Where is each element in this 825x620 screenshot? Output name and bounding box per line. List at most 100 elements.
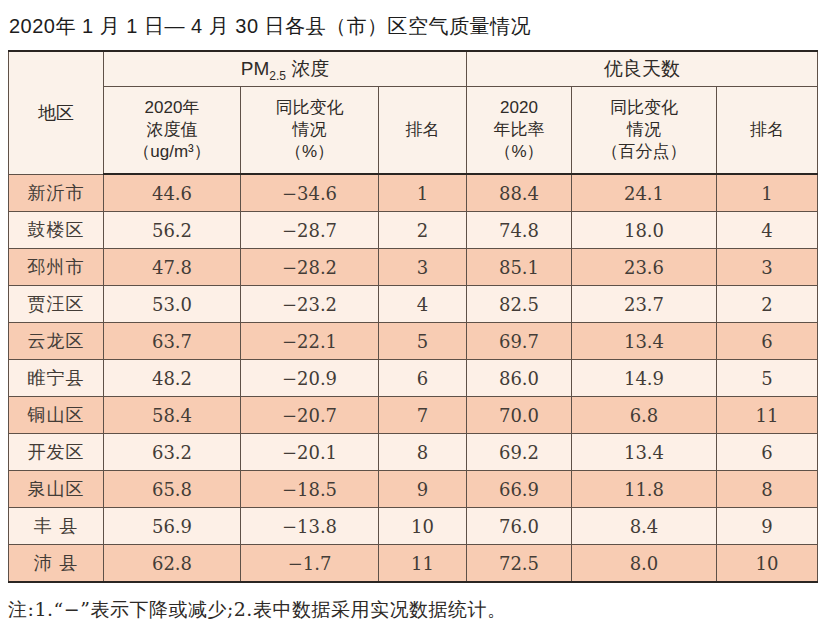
table-row: 铜山区58.4−20.7770.06.811 [9, 397, 818, 434]
good-days-ratio-cell: 86.0 [467, 360, 572, 397]
pm25-label-prefix: PM [241, 58, 270, 79]
region-cell: 开发区 [9, 434, 104, 471]
good-days-ratio-cell: 88.4 [467, 174, 572, 212]
region-cell: 铜山区 [9, 397, 104, 434]
area-column-header: 地区 [9, 51, 104, 174]
pm25-value-cell: 58.4 [104, 397, 241, 434]
pm25-rank-cell: 7 [379, 397, 467, 434]
pm25-value-cell: 65.8 [104, 471, 241, 508]
pm25-rank-cell: 1 [379, 174, 467, 212]
good-days-change-cell: 23.7 [572, 286, 717, 323]
pm25-rank-cell: 8 [379, 434, 467, 471]
pm25-rank-header: 排名 [379, 87, 467, 175]
good-days-group-header: 优良天数 [467, 51, 818, 87]
pm25-rank-cell: 2 [379, 212, 467, 249]
good-days-change-cell: 14.9 [572, 360, 717, 397]
good-days-ratio-header: 2020 年比率 （%） [467, 87, 572, 175]
pm25-rank-cell: 4 [379, 286, 467, 323]
pm25-change-cell: −28.2 [241, 249, 379, 286]
good-days-rank-cell: 10 [717, 545, 818, 583]
good-days-change-cell: 6.8 [572, 397, 717, 434]
region-cell: 丰 县 [9, 508, 104, 545]
good-days-rank-cell: 6 [717, 434, 818, 471]
region-cell: 泉山区 [9, 471, 104, 508]
pm25-group-header: PM2.5 浓度 [104, 51, 467, 87]
good-days-rank-cell: 3 [717, 249, 818, 286]
pm25-value-cell: 63.2 [104, 434, 241, 471]
table-row: 鼓楼区56.2−28.7274.818.04 [9, 212, 818, 249]
pm25-change-cell: −23.2 [241, 286, 379, 323]
pm25-change-cell: −20.1 [241, 434, 379, 471]
good-days-rank-header: 排名 [717, 87, 818, 175]
good-days-ratio-cell: 66.9 [467, 471, 572, 508]
region-cell: 云龙区 [9, 323, 104, 360]
table-row: 泉山区65.8−18.5966.911.88 [9, 471, 818, 508]
table-row: 新沂市44.6−34.6188.424.11 [9, 174, 818, 212]
good-days-rank-cell: 6 [717, 323, 818, 360]
table-row: 睢宁县48.2−20.9686.014.95 [9, 360, 818, 397]
pm25-value-cell: 63.7 [104, 323, 241, 360]
region-cell: 鼓楼区 [9, 212, 104, 249]
pm25-change-cell: −1.7 [241, 545, 379, 583]
good-days-ratio-cell: 69.7 [467, 323, 572, 360]
region-cell: 贾汪区 [9, 286, 104, 323]
good-days-rank-cell: 8 [717, 471, 818, 508]
good-days-rank-cell: 1 [717, 174, 818, 212]
good-days-ratio-cell: 74.8 [467, 212, 572, 249]
pm25-rank-cell: 5 [379, 323, 467, 360]
pm25-label-suffix: 浓度 [286, 58, 329, 79]
pm25-rank-cell: 11 [379, 545, 467, 583]
table-header: 地区 PM2.5 浓度 优良天数 2020年 浓度值 （ug/m³） 同比变化 … [9, 51, 818, 174]
pm25-value-header: 2020年 浓度值 （ug/m³） [104, 87, 241, 175]
pm25-rank-cell: 6 [379, 360, 467, 397]
pm25-value-cell: 53.0 [104, 286, 241, 323]
table-row: 开发区63.2−20.1869.213.46 [9, 434, 818, 471]
pm25-value-cell: 62.8 [104, 545, 241, 583]
pm25-change-header: 同比变化 情况 （%） [241, 87, 379, 175]
pm25-change-cell: −22.1 [241, 323, 379, 360]
pm25-value-cell: 44.6 [104, 174, 241, 212]
good-days-rank-cell: 9 [717, 508, 818, 545]
good-days-rank-cell: 11 [717, 397, 818, 434]
region-cell: 邳州市 [9, 249, 104, 286]
pm25-change-cell: −20.7 [241, 397, 379, 434]
table-row: 贾汪区53.0−23.2482.523.72 [9, 286, 818, 323]
air-quality-table: 地区 PM2.5 浓度 优良天数 2020年 浓度值 （ug/m³） 同比变化 … [8, 50, 818, 583]
pm25-rank-cell: 3 [379, 249, 467, 286]
good-days-change-cell: 24.1 [572, 174, 717, 212]
pm25-rank-cell: 9 [379, 471, 467, 508]
good-days-change-cell: 18.0 [572, 212, 717, 249]
table-row: 邳州市47.8−28.2385.123.63 [9, 249, 818, 286]
good-days-change-cell: 11.8 [572, 471, 717, 508]
pm25-rank-cell: 10 [379, 508, 467, 545]
table-row: 云龙区63.7−22.1569.713.46 [9, 323, 818, 360]
pm25-change-cell: −20.9 [241, 360, 379, 397]
group-header-row: 地区 PM2.5 浓度 优良天数 [9, 51, 818, 87]
good-days-change-cell: 13.4 [572, 323, 717, 360]
page: 2020年 1 月 1 日— 4 月 30 日各县（市）区空气质量情况 地区 P… [0, 0, 825, 620]
pm25-change-cell: −28.7 [241, 212, 379, 249]
good-days-rank-cell: 4 [717, 212, 818, 249]
good-days-ratio-cell: 72.5 [467, 545, 572, 583]
table-body: 新沂市44.6−34.6188.424.11鼓楼区56.2−28.7274.81… [9, 174, 818, 582]
good-days-change-header: 同比变化 情况 （百分点） [572, 87, 717, 175]
good-days-ratio-cell: 69.2 [467, 434, 572, 471]
pm25-change-cell: −13.8 [241, 508, 379, 545]
table-row: 丰 县56.9−13.81076.08.49 [9, 508, 818, 545]
good-days-ratio-cell: 82.5 [467, 286, 572, 323]
table-row: 沛 县62.8−1.71172.58.010 [9, 545, 818, 583]
region-cell: 沛 县 [9, 545, 104, 583]
pm25-value-cell: 56.9 [104, 508, 241, 545]
good-days-ratio-cell: 85.1 [467, 249, 572, 286]
good-days-rank-cell: 5 [717, 360, 818, 397]
pm25-value-cell: 56.2 [104, 212, 241, 249]
good-days-change-cell: 23.6 [572, 249, 717, 286]
pm25-change-cell: −34.6 [241, 174, 379, 212]
good-days-rank-cell: 2 [717, 286, 818, 323]
good-days-ratio-cell: 76.0 [467, 508, 572, 545]
pm25-value-cell: 47.8 [104, 249, 241, 286]
footnote: 注:1.“−”表示下降或减少;2.表中数据采用实况数据统计。 [8, 597, 817, 620]
region-cell: 新沂市 [9, 174, 104, 212]
good-days-change-cell: 8.4 [572, 508, 717, 545]
region-cell: 睢宁县 [9, 360, 104, 397]
